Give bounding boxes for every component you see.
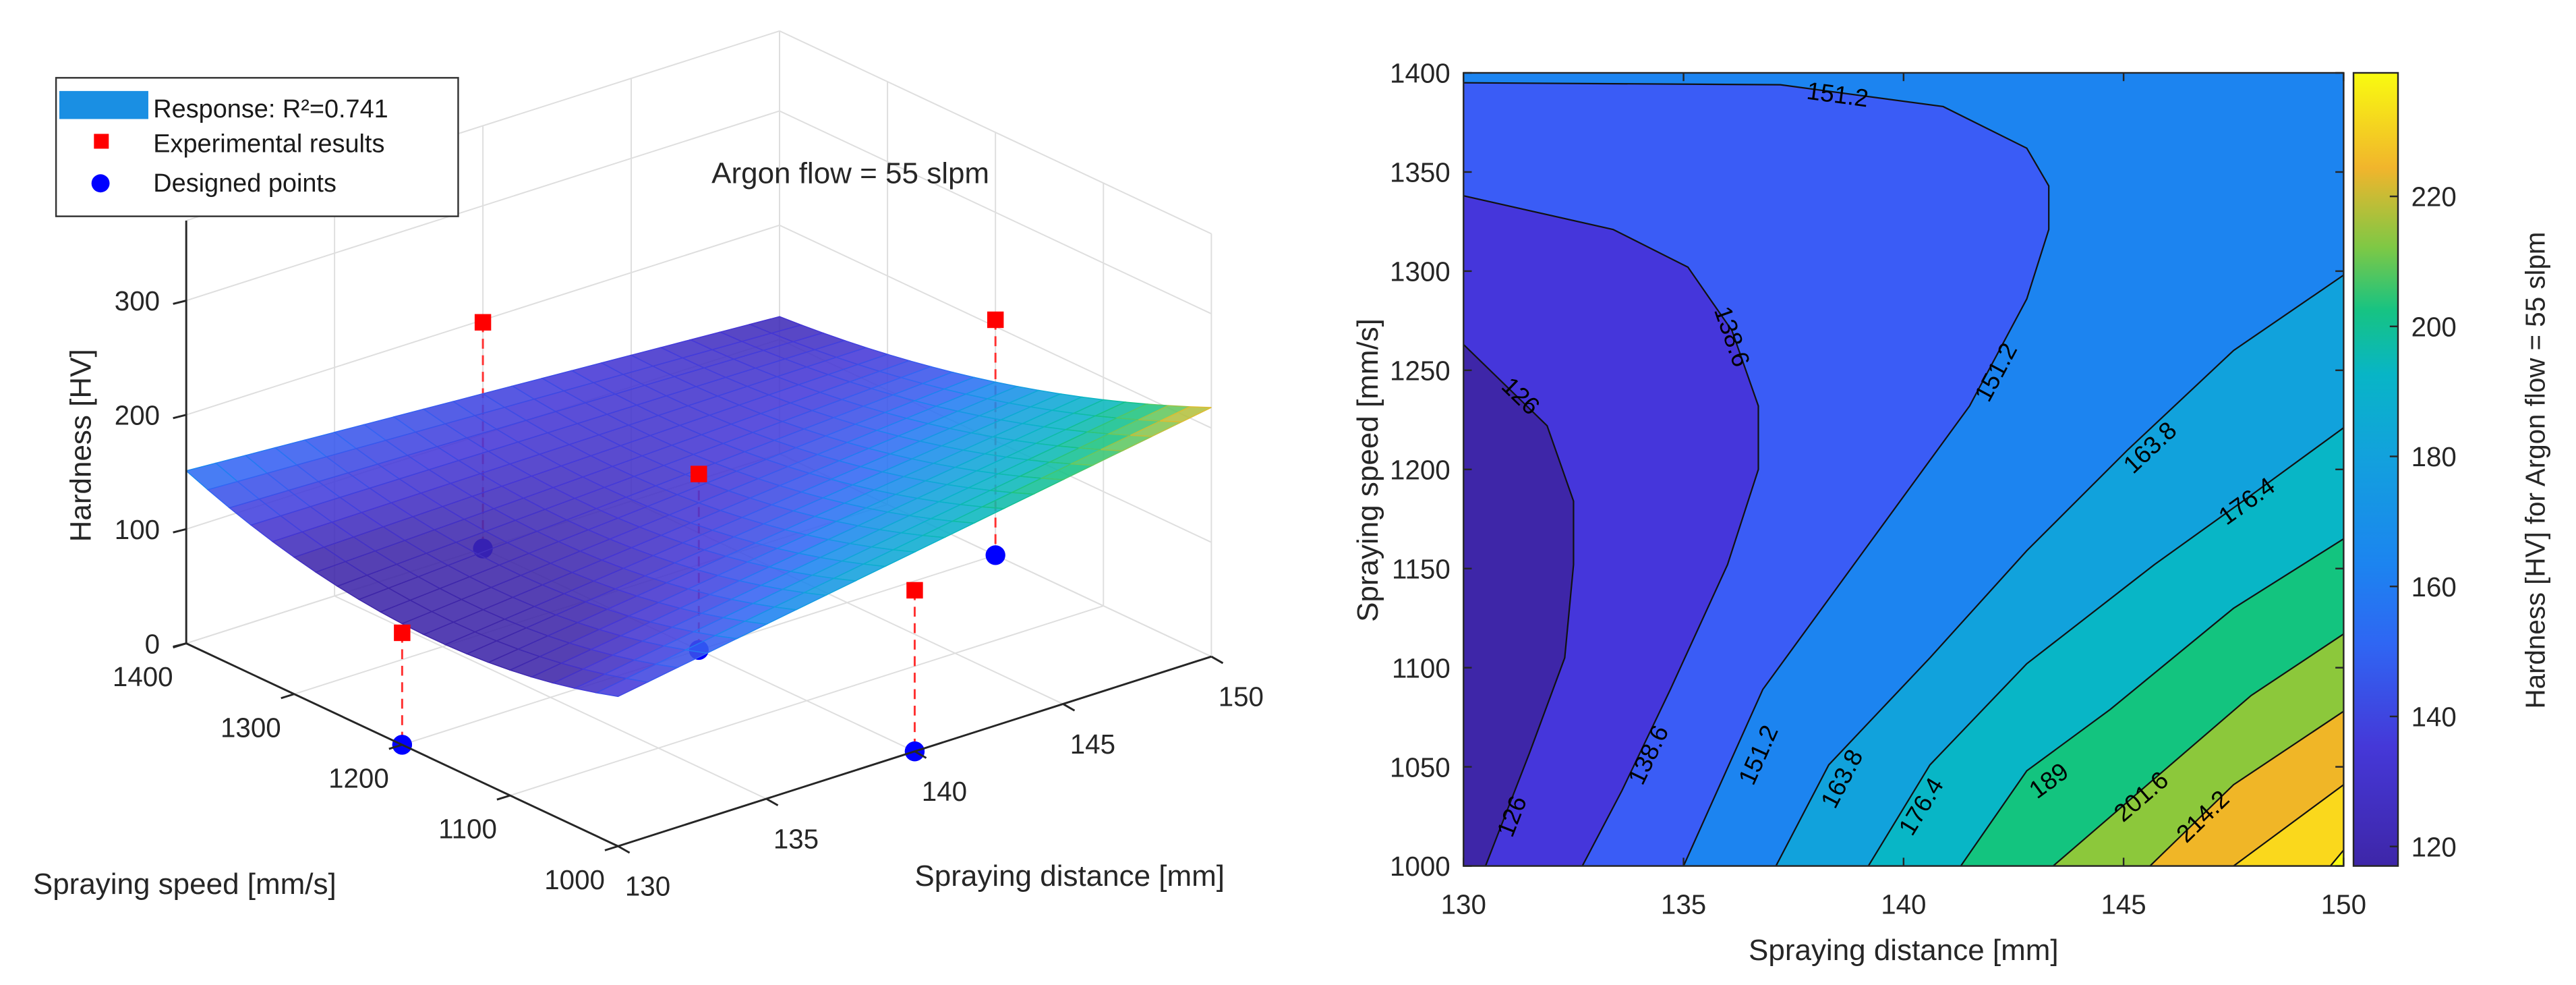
speed-axis-label: Spraying speed [mm/s] [33,868,336,901]
surface-plot-3d: 0 100 200 300 1000 1100 1200 1300 1400 130 135 140 1… [33,30,1264,902]
z-tick-label: 100 [115,514,160,545]
colorbar-tick-label: 180 [2411,441,2457,472]
distance-tick [765,797,779,807]
contour-line [2233,784,2345,867]
distance-axis-label: Spraying distance [mm] [914,860,1225,893]
z-axis-label: Hardness [HV] [64,349,97,542]
distance-tick-label: 135 [773,823,819,854]
legend-marker-square [94,134,109,149]
surface-patch [1160,406,1212,423]
y-tick-label: 1350 [1390,157,1451,188]
y-tick-label: 1100 [1392,652,1451,683]
contour-line [1463,343,1575,866]
legend-label-designed: Designed points [153,169,336,198]
experimental-point [906,582,923,599]
grid-line [779,110,1212,314]
contour-line [2052,633,2345,867]
contour-line [1867,427,2345,867]
distance-tick [914,750,927,759]
y-tick-label: 1150 [1392,553,1451,584]
speed-tick [604,845,618,851]
contour-y-axis-label: Spraying speed [mm/s] [1351,318,1384,622]
colorbar-tick-label: 160 [2411,571,2457,602]
y-tick-label: 1400 [1390,58,1451,89]
y-tick-label: 1250 [1390,356,1451,387]
z-tick-label: 300 [115,285,160,316]
y-tick-label: 1200 [1390,454,1451,485]
experimental-point [474,314,492,331]
speed-tick-label: 1100 [438,814,497,845]
plot-title: Argon flow = 55 slpm [711,157,989,190]
z-tick [173,528,187,534]
speed-tick-label: 1400 [113,661,173,692]
distance-tick [1210,655,1224,665]
y-tick-label: 1050 [1390,752,1451,783]
colorbar-tick-label: 120 [2411,831,2457,862]
contour-lines [1463,82,2345,867]
grid-line [779,30,1212,235]
experimental-point [394,624,411,642]
z-tick-label: 0 [145,628,160,659]
z-tick [173,414,187,420]
grid-line [510,605,1104,797]
colorbar-tick-label: 220 [2411,181,2457,213]
speed-tick [496,794,510,801]
distance-tick-label: 140 [922,776,967,807]
colorbar-label: Hardness [HV] for Argon flow = 55 slpm [2520,232,2551,709]
response-surface [185,316,1212,698]
legend-label-experimental: Experimental results [153,130,384,158]
y-tick-label: 1300 [1390,256,1451,287]
legend-label-response: Response: R²=0.741 [153,95,388,123]
legend-swatch-surface [59,90,148,119]
grid-line [185,110,780,302]
speed-tick [388,743,403,750]
legend: Response: R²=0.741 Experimental results … [55,77,459,217]
x-tick-label: 130 [1441,889,1486,920]
experimental-point [987,311,1004,329]
distance-tick-label: 145 [1070,729,1115,760]
contour-line [1775,274,2345,867]
x-tick-label: 150 [2321,889,2366,920]
speed-tick-label: 1000 [544,864,605,895]
distance-tick [617,845,631,854]
colorbar-tick-label: 200 [2411,311,2457,342]
contour-line [2329,849,2345,867]
contour-x-axis-label: Spraying distance [mm] [1749,934,2059,967]
speed-tick-label: 1200 [328,762,389,793]
contour-line [1960,538,2344,867]
speed-tick [281,693,295,700]
x-tick-label: 140 [1881,889,1926,920]
legend-marker-circle [91,174,110,193]
designed-point [985,545,1005,565]
distance-tick [1062,703,1076,712]
speed-axis-line [185,642,619,847]
y-tick-label: 1000 [1390,851,1451,882]
colorbar-ticks: 120 140 160 180 200 220 [2389,181,2457,862]
contour-line [1463,195,1759,867]
contour-line [2149,710,2345,867]
experimental-point [691,466,707,482]
colorbar-tick-label: 140 [2411,702,2457,733]
colorbar [2352,72,2399,867]
speed-tick [173,642,187,649]
distance-tick-label: 130 [625,871,670,902]
axes-3d: 0 100 200 300 1000 1100 1200 1300 1400 130 135 140 1… [113,220,1264,902]
contour-line [1463,82,2050,867]
contour-axes: 130 135 140 145 150 1000 1050 1100 1150 1200 1250 1… [1390,58,2366,920]
x-tick-label: 145 [2101,889,2146,920]
speed-tick-label: 1300 [221,712,281,743]
z-tick [173,300,187,305]
contour-fills [1463,72,2344,866]
z-tick-label: 200 [115,400,160,431]
distance-tick-label: 150 [1219,681,1264,712]
x-tick-label: 135 [1661,889,1706,920]
